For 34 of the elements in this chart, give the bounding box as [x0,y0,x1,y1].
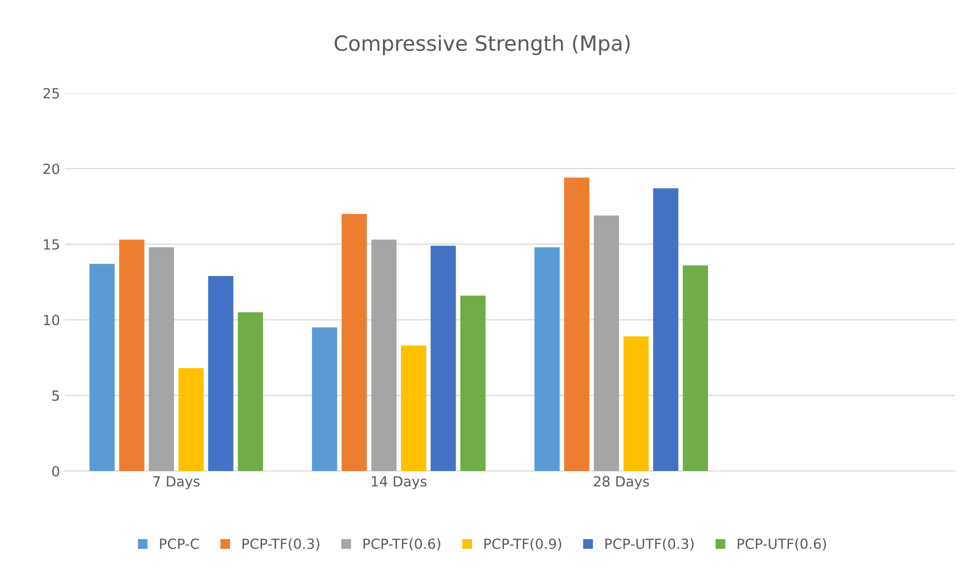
bar [430,246,456,471]
x-tick-label: 28 Days [594,476,649,490]
bar [148,247,174,471]
bar [400,346,426,471]
bar [623,336,649,471]
bar [564,178,590,471]
bar [89,264,115,471]
bar [178,368,204,471]
bar [342,214,367,471]
x-tick-label: 14 Days [372,476,426,490]
bar [371,240,397,471]
legend-label: PCP-TF(0.3) [242,538,320,551]
legend-label: PCP-UTF(0.3) [605,538,694,551]
y-tick-label: 25 [43,88,59,98]
legend-label: PCP-UTF(0.6) [738,538,826,551]
bar [534,247,560,471]
bar [312,327,338,471]
chart-title: Compressive Strength (Mpa) [334,34,630,56]
legend-label: PCP-TF(0.9) [484,538,562,551]
bar [594,215,620,471]
bar [238,312,264,471]
legend-label: PCP-C [160,538,199,550]
bar [653,188,678,471]
y-tick-label: 10 [44,314,60,326]
legend-label: PCP-TF(0.6) [364,538,440,551]
y-tick-label: 5 [52,390,59,401]
x-tick-label: 7 Days [153,476,200,490]
y-tick-label: 20 [43,164,60,174]
bar [208,276,234,471]
bar [119,240,144,471]
bar [460,296,486,471]
bar [682,265,708,471]
y-tick-label: 0 [52,466,60,476]
y-tick-label: 15 [44,239,59,250]
